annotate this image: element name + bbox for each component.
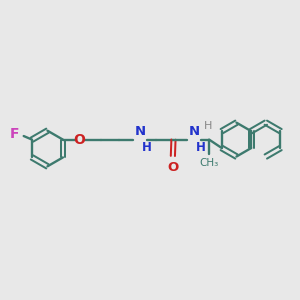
Text: H: H [142,141,152,154]
Text: CH₃: CH₃ [200,158,219,168]
Text: H: H [196,141,206,154]
Text: O: O [73,133,85,147]
Text: O: O [167,161,178,174]
Text: F: F [10,127,20,141]
Text: N: N [135,125,146,138]
Text: N: N [189,125,200,138]
Text: H: H [204,121,212,131]
